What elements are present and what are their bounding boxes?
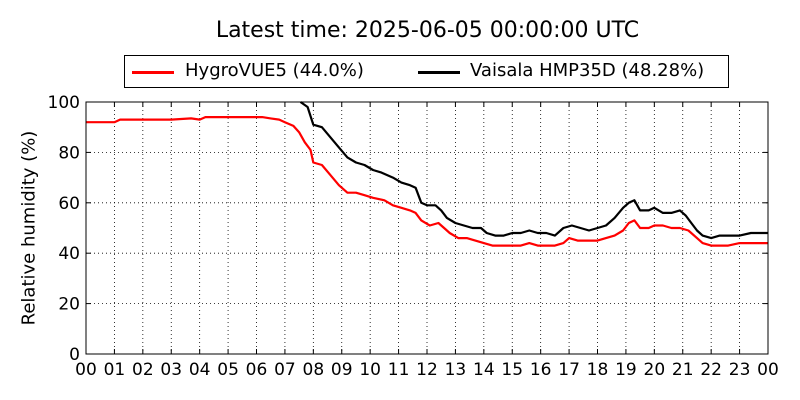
x-tick-label: 04 xyxy=(189,360,211,380)
x-tick-label: 18 xyxy=(587,360,609,380)
y-tick-label: 80 xyxy=(58,143,80,163)
x-tick-label: 17 xyxy=(558,360,580,380)
y-tick-label: 0 xyxy=(69,345,80,365)
x-tick-label: 00 xyxy=(75,360,97,380)
ticks: 00 01 02 03 04 05 06 07 08 09 10 11 12 13 14 15 16 17 18 19… xyxy=(48,93,779,380)
x-tick-label: 21 xyxy=(672,360,694,380)
x-tick-label: 06 xyxy=(246,360,268,380)
x-tick-label: 07 xyxy=(274,360,296,380)
x-tick-label: 20 xyxy=(644,360,666,380)
x-tick-label: 05 xyxy=(217,360,239,380)
x-tick-label: 03 xyxy=(160,360,182,380)
x-tick-label: 10 xyxy=(359,360,381,380)
x-tick-label: 22 xyxy=(700,360,722,380)
legend: HygroVUE5 (44.0%) Vaisala HMP35D (48.28%… xyxy=(124,55,729,88)
x-tick-label: 02 xyxy=(132,360,154,380)
x-tick-label: 09 xyxy=(331,360,353,380)
x-tick-label: 16 xyxy=(530,360,552,380)
series-line-0 xyxy=(86,116,768,247)
y-tick-label: 40 xyxy=(58,244,80,264)
chart-title: Latest time: 2025-06-05 00:00:00 UTC xyxy=(215,18,640,43)
y-tick-label: 20 xyxy=(58,295,80,315)
x-tick-label: 19 xyxy=(615,360,637,380)
series-layer xyxy=(86,101,768,247)
y-tick-label: 60 xyxy=(58,194,80,214)
x-tick-label: 14 xyxy=(473,360,495,380)
x-tick-label: 15 xyxy=(501,360,523,380)
y-tick-label: 100 xyxy=(48,93,80,113)
x-tick-label: 23 xyxy=(729,360,751,380)
grid xyxy=(86,102,768,354)
x-tick-label: 13 xyxy=(445,360,467,380)
legend-label-vaisala: Vaisala HMP35D (48.28%) xyxy=(470,60,705,81)
x-tick-label: 01 xyxy=(104,360,126,380)
x-tick-label: 12 xyxy=(416,360,438,380)
x-tick-label: 08 xyxy=(303,360,325,380)
plot-frame xyxy=(85,101,769,355)
x-tick-label: 00 xyxy=(757,360,779,380)
legend-swatch-vaisala xyxy=(418,71,460,74)
series-line-1 xyxy=(299,101,768,240)
legend-label-hygrovue5: HygroVUE5 (44.0%) xyxy=(185,60,364,81)
legend-swatch-hygrovue5 xyxy=(132,71,174,74)
x-tick-label: 11 xyxy=(388,360,410,380)
